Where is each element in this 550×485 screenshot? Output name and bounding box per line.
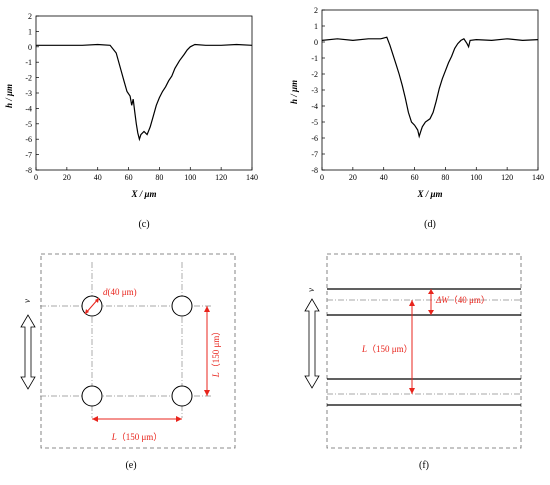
y-tick-label: -8 [311,166,318,175]
x-tick-label: 40 [380,173,388,182]
y-tick-label: -8 [25,166,32,175]
y-tick-label: -1 [311,54,318,63]
groove-edges [327,288,521,406]
y-tick-label: -7 [25,151,32,160]
plot-frame [35,15,253,171]
x-tick-label: 100 [184,173,196,182]
x-tick-label: 20 [63,173,71,182]
x-axis-label: X / μm [416,189,442,199]
x-tick-label: 0 [320,173,324,182]
y-tick-label: -3 [25,89,32,98]
width-label: ΔW（40 μm） [435,295,490,305]
y-tick-label: -6 [311,134,318,143]
x-tick-label: 40 [94,173,102,182]
chart-c: 0 20 40 60 80 100 120 140 2 1 0 -1 -2 -3 -4 -5 -6 -7 -8 h … [4,12,258,230]
hole [171,385,193,407]
y-tick-label: 1 [314,22,318,31]
y-tick-label: -4 [25,104,32,113]
direction-arrow [20,314,36,390]
x-tick-label: 20 [349,173,357,182]
plot-frame [321,9,539,171]
spacing-label: L（150 μm） [361,344,413,354]
y-tick-label: -4 [311,102,318,111]
caption-d: (d) [424,219,436,230]
y-tick-label: -2 [25,74,32,83]
arrowheads [85,298,99,314]
x-tick-label: 0 [34,173,38,182]
caption-f: (f) [419,460,429,471]
caption-c: (c) [138,219,149,230]
x-tick-label: 60 [411,173,419,182]
horizontal-spacing-label: L（150 μm） [111,432,163,442]
tick-group: 0 20 40 60 80 100 120 140 2 1 0 -1 -2 -3 -4 -5 -6 -7 -8 [25,12,258,182]
profile-line [36,43,253,142]
x-axis-label: X / μm [130,189,156,199]
x-tick-label: 80 [155,173,163,182]
diagram-f: ΔW（40 μm） L（150 μm） v (f) [304,253,522,471]
x-tick-label: 60 [125,173,133,182]
diagram-e: d(40 μm) L（150 μm） L（150 μm） v (e) [20,253,236,471]
y-tick-label: -3 [311,86,318,95]
direction-label: v [22,299,32,303]
y-tick-label: 1 [28,27,32,36]
caption-e: (e) [125,460,136,471]
y-tick-label: 0 [314,38,318,47]
y-tick-label: -6 [25,135,32,144]
y-tick-label: 0 [28,43,32,52]
y-tick-label: -5 [311,118,318,127]
tick-group: 0 20 40 60 80 100 120 140 2 1 0 -1 -2 -3 -4 -5 -6 -7 -8 [311,6,544,182]
y-tick-label: 2 [314,6,318,15]
y-tick-label: -1 [25,58,32,67]
x-tick-label: 140 [532,173,544,182]
x-tick-label: 140 [246,173,258,182]
x-tick-label: 120 [215,173,227,182]
guide-lines [327,299,521,395]
direction-arrow [304,298,320,389]
y-tick-label: -2 [311,70,318,79]
hole [171,295,193,317]
hole [81,385,103,407]
holes [81,295,193,407]
x-tick-label: 100 [470,173,482,182]
y-tick-label: 2 [28,12,32,21]
direction-label: v [306,288,316,292]
sample-boundary [326,253,522,449]
profile-line [321,36,539,139]
x-tick-label: 80 [441,173,449,182]
y-axis-label: h / μm [4,84,14,108]
y-axis-label: h / μm [289,80,299,104]
vertical-spacing-label: L（150 μm） [211,327,221,379]
x-tick-label: 120 [501,173,513,182]
y-tick-label: -5 [25,120,32,129]
chart-d: 0 20 40 60 80 100 120 140 2 1 0 -1 -2 -3 -4 -5 -6 -7 -8 h … [289,6,544,230]
diameter-label: d(40 μm) [103,287,137,297]
sample-boundary [40,253,236,449]
y-tick-label: -7 [311,150,318,159]
